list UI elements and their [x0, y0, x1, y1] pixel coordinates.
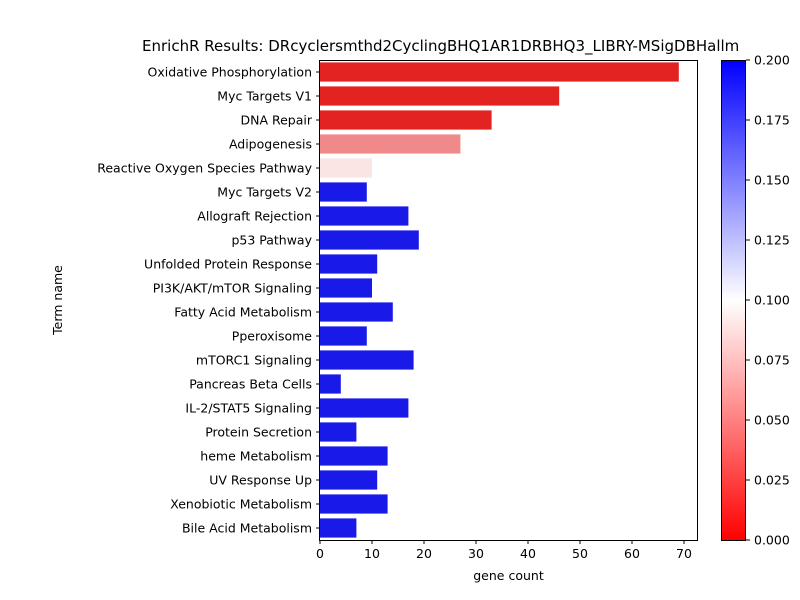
x-tick-label: 70	[676, 546, 692, 561]
x-tick-labels: 0 10 20 30 40 50 60 70	[316, 540, 692, 561]
y-tick-label: Xenobiotic Metabolism	[170, 497, 312, 512]
colorbar-tick-label: 0.125	[754, 233, 790, 248]
bar-18	[320, 494, 388, 514]
colorbar-gradient	[721, 60, 746, 541]
colorbar: 0.000 0.025 0.050 0.075 0.100 0.125 0.150 0.175…	[721, 53, 790, 548]
y-tick-label: mTORC1 Signaling	[196, 353, 312, 368]
bar-5	[320, 182, 367, 202]
x-tick-label: 10	[364, 546, 380, 561]
x-tick-label: 20	[416, 546, 432, 561]
y-tick-label: Pperoxisome	[232, 329, 312, 344]
plot-frame	[319, 60, 698, 541]
y-tick-label: Allograft Rejection	[197, 209, 312, 224]
y-axis-label: Term name	[50, 265, 65, 336]
bar-8	[320, 254, 378, 274]
bar-9	[320, 278, 372, 298]
y-tick-label: Bile Acid Metabolism	[182, 521, 312, 536]
y-tick-label: heme Metabolism	[200, 449, 312, 464]
colorbar-tick-label: 0.050	[754, 413, 790, 428]
bar-14	[320, 398, 409, 418]
bar-4	[320, 158, 372, 178]
bar-3	[320, 134, 461, 154]
x-axis-label: gene count	[473, 568, 544, 583]
bar-7	[320, 230, 419, 250]
x-tick-label: 60	[624, 546, 640, 561]
y-tick-label: IL-2/STAT5 Signaling	[185, 401, 312, 416]
bar-6	[320, 206, 409, 226]
colorbar-tick-label: 0.175	[754, 113, 790, 128]
y-tick-label: Myc Targets V2	[217, 185, 312, 200]
y-tick-label: p53 Pathway	[231, 233, 312, 248]
bar-2	[320, 110, 492, 130]
bar-1	[320, 86, 560, 106]
x-tick-label: 50	[572, 546, 588, 561]
colorbar-tick-label: 0.100	[754, 293, 790, 308]
bars-layer	[320, 62, 679, 538]
colorbar-tick-label: 0.150	[754, 173, 790, 188]
y-tick-label: Reactive Oxygen Species Pathway	[97, 161, 312, 176]
colorbar-tick-label: 0.025	[754, 473, 790, 488]
x-tick-label: 0	[316, 546, 324, 561]
x-tick-label: 30	[468, 546, 484, 561]
y-tick-label: PI3K/AKT/mTOR Signaling	[153, 281, 312, 296]
y-tick-label: DNA Repair	[240, 113, 312, 128]
x-tick-label: 40	[520, 546, 536, 561]
bar-11	[320, 326, 367, 346]
colorbar-tick-label: 0.075	[754, 353, 790, 368]
colorbar-tick-label: 0.200	[754, 53, 790, 68]
bar-16	[320, 446, 388, 466]
y-tick-labels: Oxidative Phosphorylation Myc Targets V1 D…	[97, 65, 320, 536]
bar-12	[320, 350, 414, 370]
bar-17	[320, 470, 378, 490]
y-tick-label: Adipogenesis	[229, 137, 312, 152]
y-tick-label: Myc Targets V1	[217, 89, 312, 104]
y-tick-label: Oxidative Phosphorylation	[148, 65, 312, 80]
y-tick-label: UV Response Up	[209, 473, 312, 488]
colorbar-tick-labels: 0.000 0.025 0.050 0.075 0.100 0.125 0.150 0.175…	[746, 53, 790, 548]
y-tick-label: Pancreas Beta Cells	[189, 377, 312, 392]
bar-13	[320, 374, 341, 394]
colorbar-tick-label: 0.000	[754, 533, 790, 548]
bar-19	[320, 518, 357, 538]
chart-title: EnrichR Results: DRcyclersmthd2CyclingBH…	[142, 37, 739, 56]
y-tick-label: Fatty Acid Metabolism	[174, 305, 312, 320]
y-tick-label: Protein Secretion	[205, 425, 312, 440]
bar-0	[320, 62, 679, 82]
bar-15	[320, 422, 357, 442]
y-tick-label: Unfolded Protein Response	[144, 257, 312, 272]
bar-10	[320, 302, 393, 322]
